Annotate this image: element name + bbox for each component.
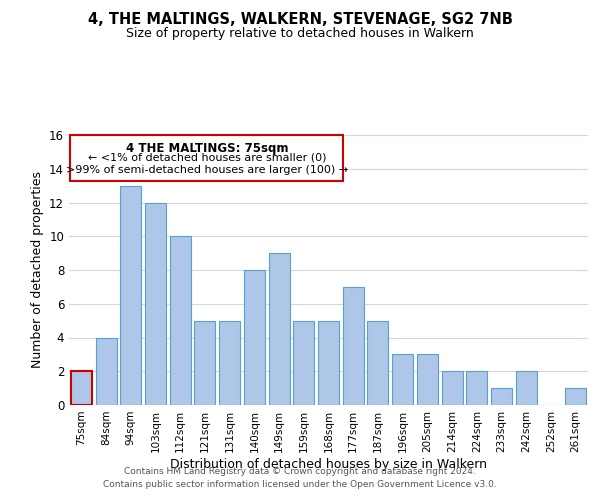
Bar [71,371,92,405]
Text: Size of property relative to detached houses in Walkern: Size of property relative to detached ho… [126,28,474,40]
Bar [343,287,364,405]
Text: 4, THE MALTINGS, WALKERN, STEVENAGE, SG2 7NB: 4, THE MALTINGS, WALKERN, STEVENAGE, SG2… [88,12,512,28]
Y-axis label: Number of detached properties: Number of detached properties [31,172,44,368]
Bar [244,270,265,405]
Bar [565,388,586,405]
Bar [293,320,314,405]
Bar [442,371,463,405]
Bar [466,371,487,405]
Bar [145,202,166,405]
Bar [194,320,215,405]
Text: >99% of semi-detached houses are larger (100) →: >99% of semi-detached houses are larger … [66,164,348,174]
Bar [367,320,388,405]
Text: 4 THE MALTINGS: 75sqm: 4 THE MALTINGS: 75sqm [125,142,288,155]
Bar [95,338,116,405]
Text: Contains public sector information licensed under the Open Government Licence v3: Contains public sector information licen… [103,480,497,489]
FancyBboxPatch shape [70,135,343,182]
Bar [318,320,339,405]
Bar [120,186,141,405]
Bar [491,388,512,405]
Text: ← <1% of detached houses are smaller (0): ← <1% of detached houses are smaller (0) [88,152,326,162]
Text: Contains HM Land Registry data © Crown copyright and database right 2024.: Contains HM Land Registry data © Crown c… [124,467,476,476]
Bar [417,354,438,405]
Bar [269,253,290,405]
Bar [516,371,537,405]
X-axis label: Distribution of detached houses by size in Walkern: Distribution of detached houses by size … [170,458,487,470]
Bar [170,236,191,405]
Bar [219,320,240,405]
Bar [392,354,413,405]
